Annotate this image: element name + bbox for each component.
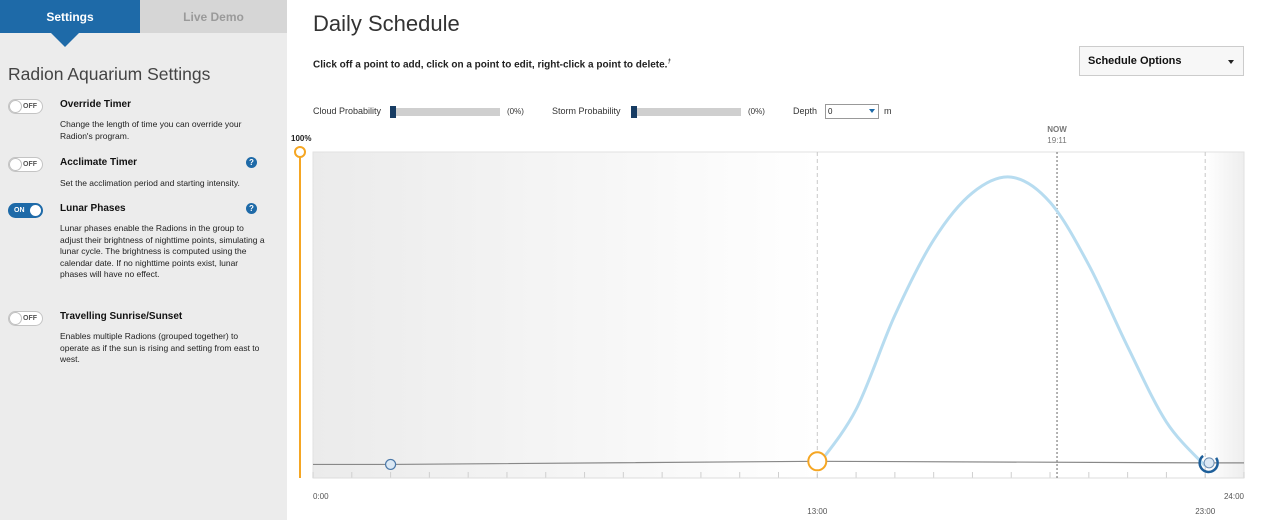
chart-lines (299, 152, 1244, 478)
setting-description: Enables multiple Radions (grouped togeth… (60, 331, 260, 364)
help-icon[interactable]: ? (246, 157, 257, 168)
max-intensity-label: 100% (291, 134, 311, 143)
override-timer-toggle[interactable]: OFF (8, 99, 43, 114)
night-region (1205, 152, 1244, 478)
toggle-knob (29, 204, 42, 217)
depth-value: 0 (828, 107, 833, 116)
setting-name: Override Timer (60, 99, 131, 110)
now-label: NOW (1047, 125, 1067, 134)
depth-label: Depth (793, 106, 818, 116)
help-icon[interactable]: ? (246, 203, 257, 214)
toggle-state-label: OFF (23, 315, 37, 322)
setting-name: Lunar Phases (60, 203, 126, 214)
chart-frame (312, 151, 1245, 479)
setting-description: Lunar phases enable the Radions in the g… (60, 223, 265, 279)
tab-settings[interactable]: Settings (0, 0, 140, 33)
schedule-point-selected[interactable] (807, 451, 828, 472)
schedule-point-ring[interactable] (1198, 454, 1219, 474)
chart-labels: 100% NOW 19:11 0:00 13:00 23:00 24:00 (291, 125, 1245, 516)
storm-probability-label: Storm Probability (552, 106, 621, 116)
toggle-state-label: ON (14, 207, 25, 214)
setting-name: Travelling Sunrise/Sunset (60, 311, 183, 322)
storm-probability-value: (0%) (748, 107, 765, 116)
toggle-knob (9, 100, 22, 113)
cloud-probability-slider[interactable] (390, 106, 500, 118)
caret-down-icon (1228, 60, 1234, 64)
x-tick-label: 0:00 (313, 492, 329, 501)
x-tick-label: 13:00 (807, 507, 828, 516)
cloud-probability-value: (0%) (507, 107, 524, 116)
sidebar-tabs: Settings Live Demo (0, 0, 287, 33)
toggle-knob (9, 158, 22, 171)
intensity-handle[interactable] (294, 146, 306, 158)
slider-handle[interactable] (390, 106, 396, 118)
depth-select[interactable]: 0 (825, 104, 879, 119)
footnote-marker: † (667, 59, 671, 65)
now-time-label: 19:11 (1047, 136, 1067, 145)
instructions-text: Click off a point to add, click on a poi… (313, 59, 671, 70)
intensity-curve (816, 175, 1207, 468)
instructions-label: Click off a point to add, click on a poi… (313, 59, 668, 71)
lunar-phases-toggle[interactable]: ON (8, 203, 43, 218)
setting-description: Set the acclimation period and starting … (60, 178, 240, 188)
active-tab-pointer (51, 33, 79, 47)
schedule-point[interactable] (384, 458, 397, 471)
day-region (817, 152, 1206, 478)
storm-probability-slider[interactable] (631, 106, 741, 118)
schedule-options-dropdown[interactable]: Schedule Options (1079, 46, 1244, 76)
x-tick-label: 23:00 (1195, 507, 1216, 516)
travelling-sunrise-toggle[interactable]: OFF (8, 311, 43, 326)
acclimate-timer-toggle[interactable]: OFF (8, 157, 43, 172)
toggle-state-label: OFF (23, 103, 37, 110)
settings-sidebar: Settings Live Demo Radion Aquarium Setti… (0, 0, 287, 520)
tab-live-demo[interactable]: Live Demo (140, 0, 287, 33)
schedule-baseline (313, 460, 1244, 466)
chart-points[interactable] (294, 146, 1219, 474)
cloud-probability-label: Cloud Probability (313, 106, 382, 116)
depth-unit: m (884, 106, 892, 116)
chart-grid (312, 152, 1245, 479)
night-region (313, 152, 818, 478)
schedule-options-label: Schedule Options (1088, 55, 1182, 67)
setting-name: Acclimate Timer (60, 157, 138, 168)
slider-handle[interactable] (631, 106, 637, 118)
schedule-point[interactable] (1203, 457, 1215, 469)
caret-down-icon (869, 109, 875, 113)
page-title: Daily Schedule (313, 11, 460, 36)
chart-background (312, 151, 1245, 479)
toggle-state-label: OFF (23, 161, 37, 168)
sidebar-title: Radion Aquarium Settings (8, 64, 211, 84)
toggle-knob (9, 312, 22, 325)
setting-description: Change the length of time you can overri… (60, 119, 242, 141)
x-tick-label: 24:00 (1224, 492, 1245, 501)
